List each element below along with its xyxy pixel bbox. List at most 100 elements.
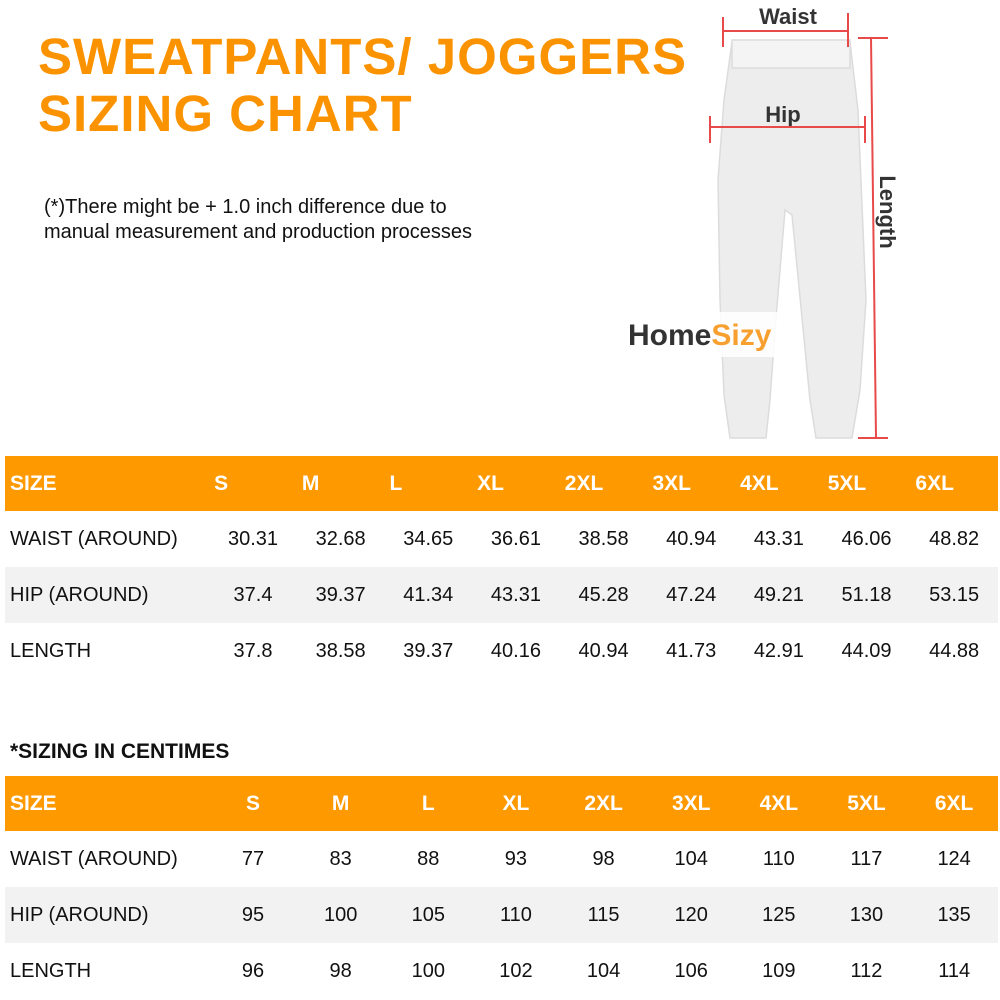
row-label: WAIST (AROUND) bbox=[10, 847, 178, 870]
table-cell: 38.58 bbox=[315, 639, 366, 662]
table-cell: 125 bbox=[762, 903, 796, 926]
table-row: WAIST (AROUND) 30.31 32.68 34.65 36.61 38.58 4… bbox=[5, 511, 998, 567]
table-row: WAIST (AROUND) 77 83 88 93 98 104 110 117 124 bbox=[5, 831, 998, 887]
table-cell: 43.31 bbox=[490, 583, 541, 606]
table-cell: 6XL bbox=[934, 791, 974, 815]
table-cell: 102 bbox=[499, 959, 533, 982]
table-cell: 105 bbox=[411, 903, 445, 926]
table-cell: 4XL bbox=[759, 791, 799, 815]
table-cell: 36.61 bbox=[490, 527, 541, 550]
table-cell: 83 bbox=[329, 847, 352, 870]
table-cell: 88 bbox=[417, 847, 440, 870]
table-cell: 110 bbox=[499, 903, 532, 926]
table-cell: 32.68 bbox=[315, 527, 366, 550]
table-cell: 4XL bbox=[740, 471, 779, 495]
table-cell: 40.94 bbox=[578, 639, 629, 662]
table-cell: 39.37 bbox=[403, 639, 454, 662]
table-cell: 110 bbox=[762, 847, 795, 870]
table-cell: 77 bbox=[241, 847, 265, 870]
row-label: WAIST (AROUND) bbox=[10, 527, 178, 550]
table-cell: 98 bbox=[592, 847, 615, 870]
table-cell: S bbox=[214, 471, 229, 495]
table-cell: 5XL bbox=[847, 791, 886, 815]
table-cell: XL bbox=[502, 791, 530, 815]
inch-sizing-table: SIZE S M L XL 2XL 3XL 4XL 5XL 6XL WAIST (AROUND) 30… bbox=[5, 456, 998, 679]
table-cell: 37.4 bbox=[233, 583, 273, 606]
row-label: LENGTH bbox=[10, 639, 92, 662]
cm-sizing-table: SIZE S M L XL 2XL 3XL 4XL 5XL 6XL WAIST (AROUND) 77… bbox=[5, 776, 998, 999]
table-cell: 51.18 bbox=[841, 583, 892, 606]
table-cell: 48.82 bbox=[929, 527, 980, 550]
row-label: SIZE bbox=[10, 791, 57, 815]
length-label: Length bbox=[875, 175, 900, 248]
table-cell: 100 bbox=[323, 903, 358, 926]
table-cell: 37.8 bbox=[233, 639, 273, 662]
table-cell: 130 bbox=[849, 903, 884, 926]
table-cell: 34.65 bbox=[403, 527, 454, 550]
table-cell: 112 bbox=[850, 959, 883, 982]
table-cell: 46.06 bbox=[841, 527, 892, 550]
note-line-1: (*)There might be + 1.0 inch difference … bbox=[44, 196, 447, 218]
table-cell: 117 bbox=[850, 847, 883, 870]
table-cell: 135 bbox=[937, 903, 971, 926]
row-label: HIP (AROUND) bbox=[10, 903, 149, 926]
note-line-2: manual measurement and production proces… bbox=[44, 221, 473, 243]
homesizy-logo: HomeSizy bbox=[628, 319, 772, 352]
table-cell: 3XL bbox=[652, 471, 691, 495]
pants-measurement-figure: Waist Hip Length HomeSizy bbox=[624, 4, 900, 439]
table-cell: 47.24 bbox=[666, 583, 717, 606]
table-cell: 109 bbox=[762, 959, 796, 982]
table-cell: 41.34 bbox=[403, 583, 454, 606]
table-cell: 39.37 bbox=[315, 583, 366, 606]
table-cell: 114 bbox=[938, 959, 971, 982]
row-label: LENGTH bbox=[10, 959, 92, 982]
table-cell: 2XL bbox=[564, 471, 604, 495]
table-header-row: SIZE S M L XL 2XL 3XL 4XL 5XL 6XL bbox=[5, 456, 998, 511]
row-label: HIP (AROUND) bbox=[10, 583, 149, 606]
table-cell: 40.16 bbox=[490, 639, 541, 662]
length-measure-line bbox=[858, 37, 888, 439]
table-cell: 44.88 bbox=[929, 639, 980, 662]
cm-section-title: *SIZING IN CENTIMES bbox=[10, 740, 230, 763]
title-line-1: SWEATPANTS/ JOGGERS bbox=[38, 28, 688, 85]
table-cell: 49.21 bbox=[753, 583, 804, 606]
table-header-row: SIZE S M L XL 2XL 3XL 4XL 5XL 6XL bbox=[5, 776, 998, 831]
table-row: LENGTH 96 98 100 102 104 106 109 112 114 bbox=[5, 943, 998, 999]
waist-measure-line bbox=[722, 13, 849, 47]
title-line-2: SIZING CHART bbox=[38, 85, 413, 142]
table-cell: 30.31 bbox=[227, 527, 279, 550]
table-cell: 93 bbox=[504, 847, 528, 870]
table-cell: 43.31 bbox=[753, 527, 804, 550]
page-title: SWEATPANTS/ JOGGERS SIZING CHART bbox=[38, 28, 687, 142]
table-cell: 96 bbox=[241, 959, 265, 982]
table-cell: 40.94 bbox=[666, 527, 717, 550]
table-cell: 100 bbox=[411, 959, 445, 982]
table-cell: 53.15 bbox=[929, 583, 980, 606]
table-cell: 120 bbox=[674, 903, 708, 926]
table-cell: 104 bbox=[586, 959, 621, 982]
table-cell: 98 bbox=[329, 959, 352, 982]
table-cell: L bbox=[421, 791, 435, 815]
table-cell: 104 bbox=[674, 847, 708, 870]
table-cell: 2XL bbox=[584, 791, 623, 815]
table-cell: 5XL bbox=[827, 471, 867, 495]
measurement-note: (*)There might be + 1.0 inch difference … bbox=[44, 195, 472, 245]
row-label: SIZE bbox=[10, 471, 57, 495]
table-cell: 44.09 bbox=[841, 639, 892, 662]
table-cell: 3XL bbox=[671, 791, 711, 815]
pants-illustration bbox=[717, 39, 867, 439]
hip-label: Hip bbox=[765, 102, 800, 127]
table-cell: 124 bbox=[937, 847, 971, 870]
table-cell: 45.28 bbox=[578, 583, 629, 606]
table-cell: M bbox=[331, 791, 350, 815]
table-cell: 38.58 bbox=[578, 527, 629, 550]
table-cell: XL bbox=[477, 471, 504, 495]
table-cell: 6XL bbox=[915, 471, 954, 495]
table-cell: L bbox=[389, 471, 403, 495]
hip-measure-line bbox=[709, 116, 866, 143]
table-cell: 106 bbox=[674, 959, 708, 982]
table-cell: 95 bbox=[241, 903, 265, 926]
table-cell: 42.91 bbox=[753, 639, 804, 662]
table-cell: S bbox=[246, 791, 261, 815]
waist-label: Waist bbox=[759, 4, 818, 29]
